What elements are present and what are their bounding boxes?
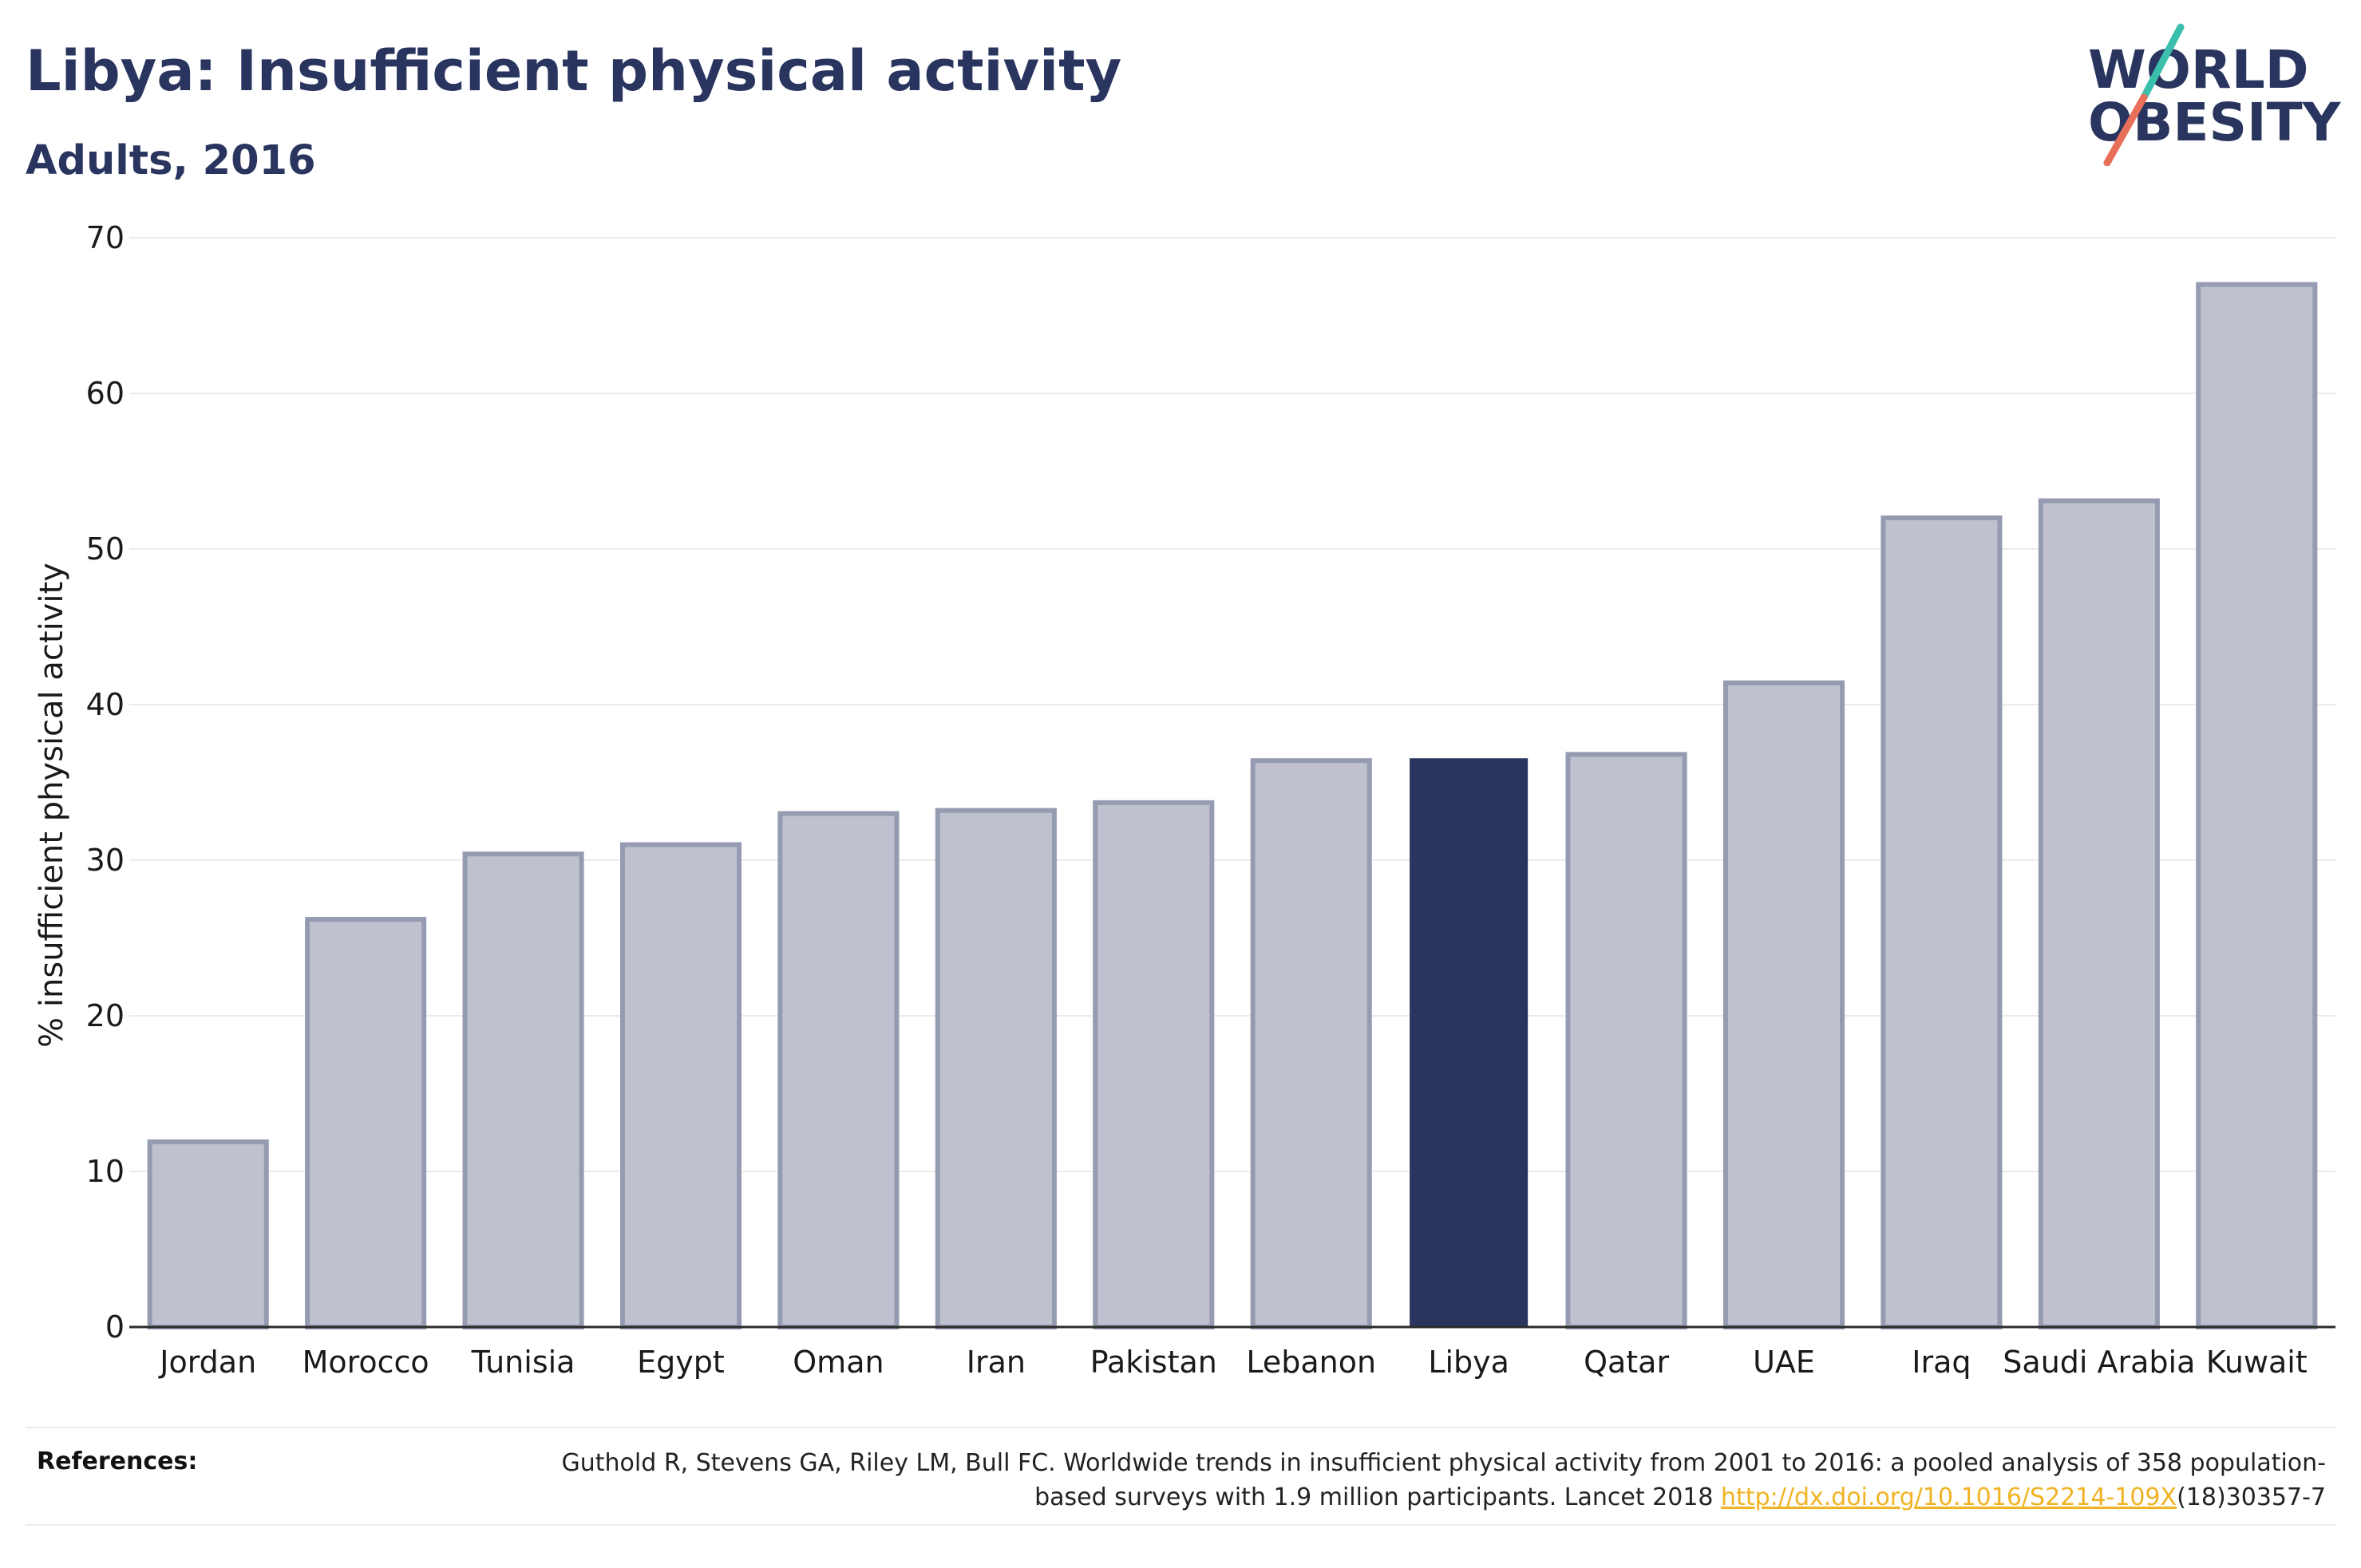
bar[interactable]	[2038, 498, 2160, 1329]
bar-highlighted[interactable]	[1410, 758, 1529, 1328]
y-tick-label: 20	[86, 998, 125, 1033]
references-label: References:	[37, 1448, 198, 1475]
x-tick-label: Morocco	[303, 1345, 429, 1380]
y-tick-label: 30	[86, 843, 125, 878]
y-tick-label: 40	[86, 687, 125, 722]
axes: 0 10 20 30 40 50 60 70 Jordan Morocco Tunisia Egypt…	[86, 220, 2335, 1380]
x-tick-label: Egypt	[637, 1345, 725, 1380]
x-tick-label: Libya	[1428, 1345, 1509, 1380]
x-tick-label: UAE	[1753, 1345, 1815, 1380]
x-tick-label: Saudi Arabia	[2003, 1345, 2195, 1380]
reference-citation: Guthold R, Stevens GA, Riley LM, Bull FC…	[561, 1449, 2326, 1511]
y-tick-label: 50	[86, 531, 125, 567]
y-axis-title: % insufficient physical activity	[34, 563, 70, 1048]
reference-doi-link[interactable]: http://dx.doi.org/10.1016/S2214-109X	[1721, 1483, 2177, 1511]
references-divider-top	[26, 1427, 2335, 1428]
logo-text-world: WORLD	[2088, 39, 2309, 101]
x-tick-label: Iraq	[1912, 1345, 1971, 1380]
gridlines	[129, 237, 2335, 1172]
x-tick-label: Kuwait	[2206, 1345, 2308, 1380]
bar[interactable]	[1250, 758, 1372, 1329]
reference-citation-suffix: (18)30357-7	[2177, 1483, 2326, 1511]
bar[interactable]	[619, 842, 742, 1329]
chart-subtitle: Adults, 2016	[26, 137, 316, 184]
references-text: Guthold R, Stevens GA, Riley LM, Bull FC…	[490, 1446, 2326, 1515]
bar[interactable]	[2196, 282, 2318, 1329]
x-tick-label: Pakistan	[1090, 1345, 1217, 1380]
bar[interactable]	[935, 808, 1057, 1329]
logo-slash-bottom	[2103, 93, 2148, 166]
x-tick-label: Lebanon	[1246, 1345, 1376, 1380]
y-tick-label: 10	[86, 1154, 125, 1189]
x-tick-label: Tunisia	[471, 1345, 575, 1380]
x-tick-label: Qatar	[1584, 1345, 1669, 1380]
world-obesity-logo: WORLD OBESITY	[2088, 23, 2342, 166]
bar[interactable]	[1093, 800, 1215, 1329]
bars	[147, 282, 2318, 1329]
x-tick-label: Jordan	[158, 1345, 256, 1380]
y-tick-label: 70	[86, 220, 125, 255]
bar[interactable]	[777, 811, 900, 1329]
bar[interactable]	[147, 1139, 269, 1329]
bar[interactable]	[1565, 752, 1687, 1329]
bar[interactable]	[1880, 515, 2003, 1329]
references-divider-bottom	[26, 1524, 2335, 1526]
chart-title: Libya: Insufficient physical activity	[26, 38, 1122, 104]
logo-slash-top	[2140, 23, 2185, 101]
bar[interactable]	[1722, 680, 1845, 1329]
bar[interactable]	[462, 851, 584, 1329]
x-tick-label: Oman	[793, 1345, 884, 1380]
bar-chart: 0 10 20 30 40 50 60 70 Jordan Morocco Tunisia Egypt…	[34, 220, 2335, 1380]
y-tick-label: 60	[86, 376, 125, 411]
y-tick-label: 0	[105, 1309, 125, 1345]
bar[interactable]	[305, 917, 427, 1329]
x-tick-label: Iran	[967, 1345, 1026, 1380]
